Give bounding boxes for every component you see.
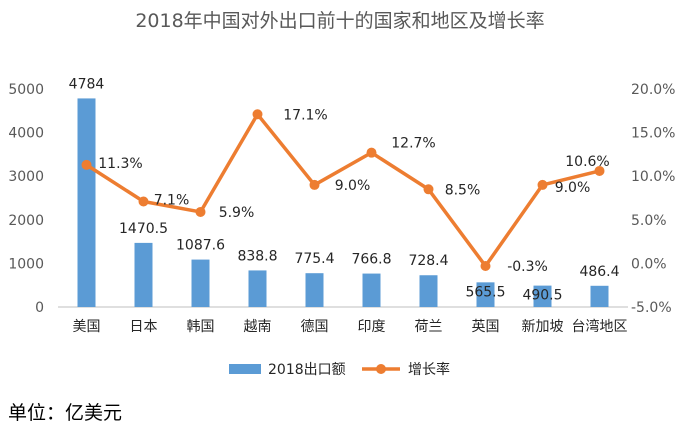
- x-tick-label: 英国: [472, 318, 500, 335]
- line-point: [366, 147, 377, 158]
- y-right-tick-label: 15.0%: [631, 126, 675, 142]
- y-right-tick-label: -5.0%: [631, 300, 672, 316]
- bar-data-label: 1470.5: [119, 221, 168, 237]
- bar: [533, 285, 552, 307]
- y-left-tick-label: 3000: [8, 169, 44, 185]
- line-data-label: 12.7%: [391, 136, 435, 152]
- line-data-label: 7.1%: [154, 192, 190, 208]
- bar-data-label: 490.5: [522, 288, 562, 304]
- legend: 2018出口额 增长率: [229, 361, 450, 378]
- line-point: [252, 109, 263, 120]
- line-point: [309, 179, 320, 190]
- line-point: [480, 261, 491, 272]
- y-right-tick-label: 10.0%: [631, 169, 675, 185]
- line-data-label: 8.5%: [445, 182, 481, 198]
- unit-note: 单位：亿美元: [8, 402, 123, 424]
- growth-line: [85, 112, 600, 268]
- x-tick-label: 韩国: [187, 319, 215, 335]
- x-tick-label: 印度: [358, 319, 386, 335]
- line-point: [138, 196, 149, 207]
- bar-data-label: 486.4: [579, 264, 619, 280]
- line-data-label: 10.6%: [565, 154, 609, 170]
- x-tick-label: 越南: [244, 319, 272, 335]
- bar: [419, 275, 438, 307]
- bar-data-label: 838.8: [237, 248, 277, 264]
- plot-area: 0 1000 2000 3000 4000 5000 -5.0% 0.0% 5.0% 10.0% 1…: [8, 76, 675, 335]
- bar-data-label: 728.4: [408, 253, 448, 269]
- y-left-tick-label: 0: [35, 300, 44, 316]
- x-tick-label: 美国: [73, 319, 101, 335]
- legend-label-bar: 2018出口额: [268, 362, 346, 378]
- bar: [77, 98, 96, 307]
- x-tick-label: 新加坡: [522, 319, 564, 335]
- bar: [248, 270, 267, 307]
- line-data-label: 5.9%: [219, 205, 255, 221]
- line-data-label: 17.1%: [283, 107, 327, 123]
- x-tick-label: 德国: [301, 319, 329, 335]
- y-right-tick-label: 0.0%: [631, 256, 667, 272]
- bar: [191, 259, 210, 307]
- line-point: [537, 179, 548, 190]
- y-right-tick-label: 20.0%: [631, 82, 675, 98]
- chart-title: 2018年中国对外出口前十的国家和地区及增长率: [135, 10, 544, 32]
- line-point: [81, 159, 92, 170]
- y-right-tick-label: 5.0%: [631, 213, 667, 229]
- line-point: [195, 206, 206, 217]
- bar-data-label: 1087.6: [176, 238, 225, 254]
- y-left-tick-label: 4000: [8, 126, 44, 142]
- bar: [305, 273, 324, 307]
- line-data-label: 9.0%: [335, 178, 371, 194]
- x-tick-label: 荷兰: [415, 319, 443, 335]
- bar: [134, 242, 153, 307]
- legend-label-line: 增长率: [408, 361, 450, 378]
- x-tick-label: 日本: [130, 319, 158, 335]
- line-data-label: -0.3%: [507, 259, 548, 275]
- line-point: [423, 184, 434, 195]
- bar-data-label: 4784: [69, 76, 105, 92]
- y-left-tick-label: 1000: [8, 256, 44, 272]
- bar-data-label: 766.8: [351, 252, 391, 268]
- bar: [590, 285, 609, 307]
- line-data-label: 9.0%: [555, 180, 591, 196]
- bar: [362, 273, 381, 307]
- line-data-label: 11.3%: [98, 156, 142, 172]
- x-tick-label: 台湾地区: [572, 318, 628, 335]
- bar: [476, 282, 495, 307]
- legend-swatch-bar: [229, 364, 261, 374]
- y-left-tick-label: 5000: [8, 82, 44, 98]
- bar-data-label: 775.4: [294, 251, 334, 267]
- legend-swatch-marker: [376, 364, 386, 374]
- y-left-tick-label: 2000: [8, 213, 44, 229]
- bar-data-label: 565.5: [465, 284, 505, 300]
- line-point: [594, 165, 605, 176]
